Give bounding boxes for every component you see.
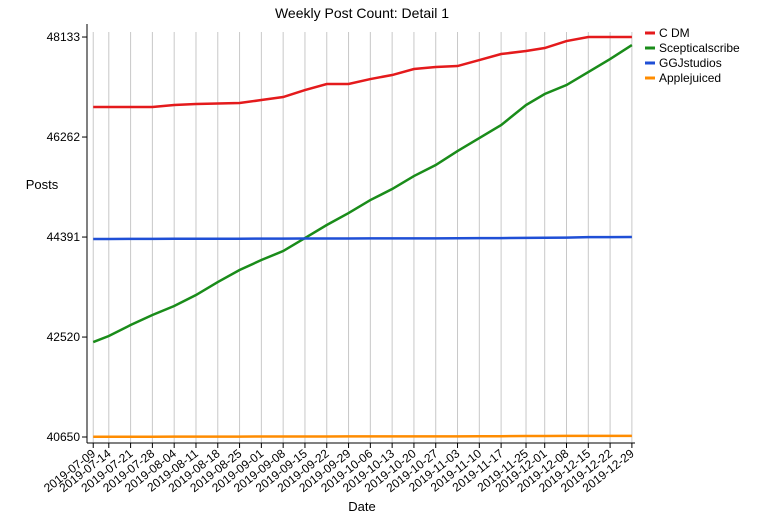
series-line [93,434,632,438]
series-line [93,35,632,109]
y-tick-label: 40650 [47,430,81,444]
y-tick-label: 44391 [47,230,81,244]
chart-title: Weekly Post Count: Detail 1 [275,5,449,21]
legend-label: Applejuiced [659,71,721,85]
x-axis-label: Date [348,499,375,514]
series-line [93,235,632,241]
series-line [92,43,633,344]
legend-label: Scepticalscribe [659,41,740,55]
y-axis-label: Posts [26,177,59,192]
legend-label: GGJstudios [659,56,722,70]
y-tick-label: 42520 [47,330,81,344]
y-tick-label: 48133 [47,30,81,44]
legend-label: C DM [659,26,690,40]
y-tick-label: 46262 [47,130,81,144]
